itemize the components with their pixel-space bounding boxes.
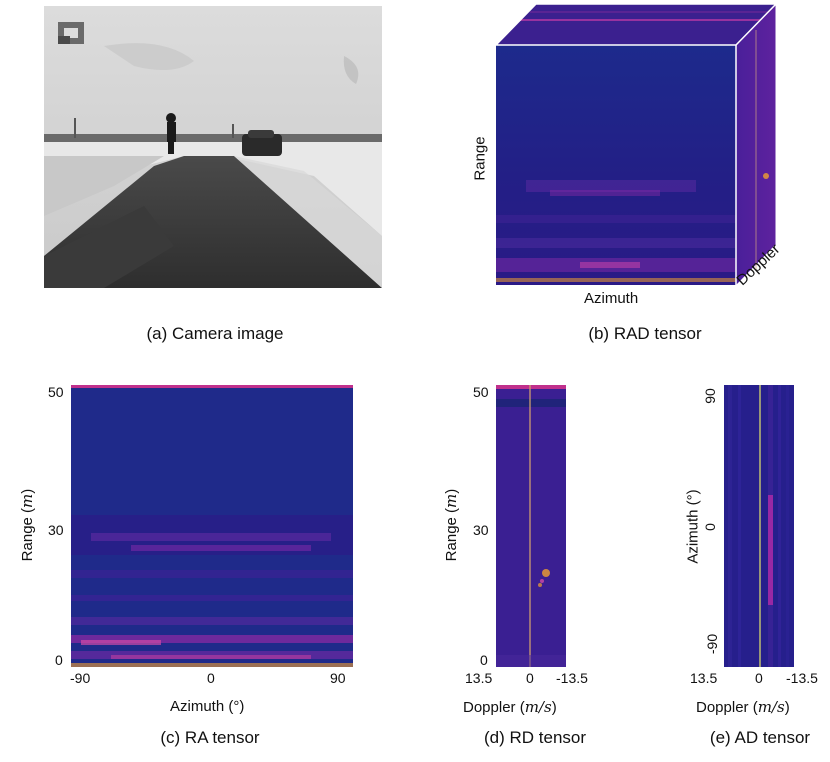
rd-xtick-0: 0 <box>526 670 534 686</box>
ad-xlabel: Doppler (m/s) <box>696 698 790 716</box>
rd-xtick-13.5: 13.5 <box>465 670 493 686</box>
rd-xlabel: Doppler (m/s) <box>463 698 557 716</box>
ra-ytick-0: 0 <box>55 652 63 668</box>
rad-azimuth-label: Azimuth <box>584 290 639 307</box>
rd-ytick-0: 0 <box>480 652 488 668</box>
caption-d: (d) RD tensor <box>483 728 587 747</box>
rd-ytick-30: 30 <box>473 522 489 538</box>
ra-ytick-50: 50 <box>48 384 64 400</box>
ra-ytick-30: 30 <box>48 522 64 538</box>
ra-xtick-90: 90 <box>330 670 346 686</box>
logo-icon <box>58 22 84 44</box>
ad-xtick-13.5: 13.5 <box>690 670 718 686</box>
ra-xtick-neg90: -90 <box>70 670 91 686</box>
rd-xtick-neg13.5: -13.5 <box>556 670 588 686</box>
rd-ytick-50: 50 <box>473 384 489 400</box>
ad-ytick-90: 90 <box>702 388 718 404</box>
caption-a: (a) Camera image <box>146 324 284 343</box>
camera-image <box>44 6 382 288</box>
ad-tensor-heatmap <box>724 385 794 667</box>
ad-xtick-neg13.5: -13.5 <box>786 670 818 686</box>
rd-ylabel: Range (m) <box>442 488 460 562</box>
ad-ytick-0: 0 <box>702 523 718 531</box>
rad-range-label: Range <box>471 136 489 181</box>
ra-ylabel: Range (m) <box>18 488 36 562</box>
caption-c: (c) RA tensor <box>160 728 260 747</box>
ad-ytick-neg90: -90 <box>704 633 720 655</box>
caption-b: (b) RAD tensor <box>588 324 702 343</box>
rd-tensor-heatmap <box>496 385 566 667</box>
ad-ylabel: Azimuth (°) <box>684 489 702 564</box>
ra-tensor-heatmap <box>71 385 353 667</box>
rad-tensor-cube <box>490 0 790 300</box>
ad-xtick-0: 0 <box>755 670 763 686</box>
caption-e: (e) AD tensor <box>709 728 811 747</box>
ra-xtick-0: 0 <box>207 670 215 686</box>
ra-xlabel: Azimuth (°) <box>170 698 245 715</box>
